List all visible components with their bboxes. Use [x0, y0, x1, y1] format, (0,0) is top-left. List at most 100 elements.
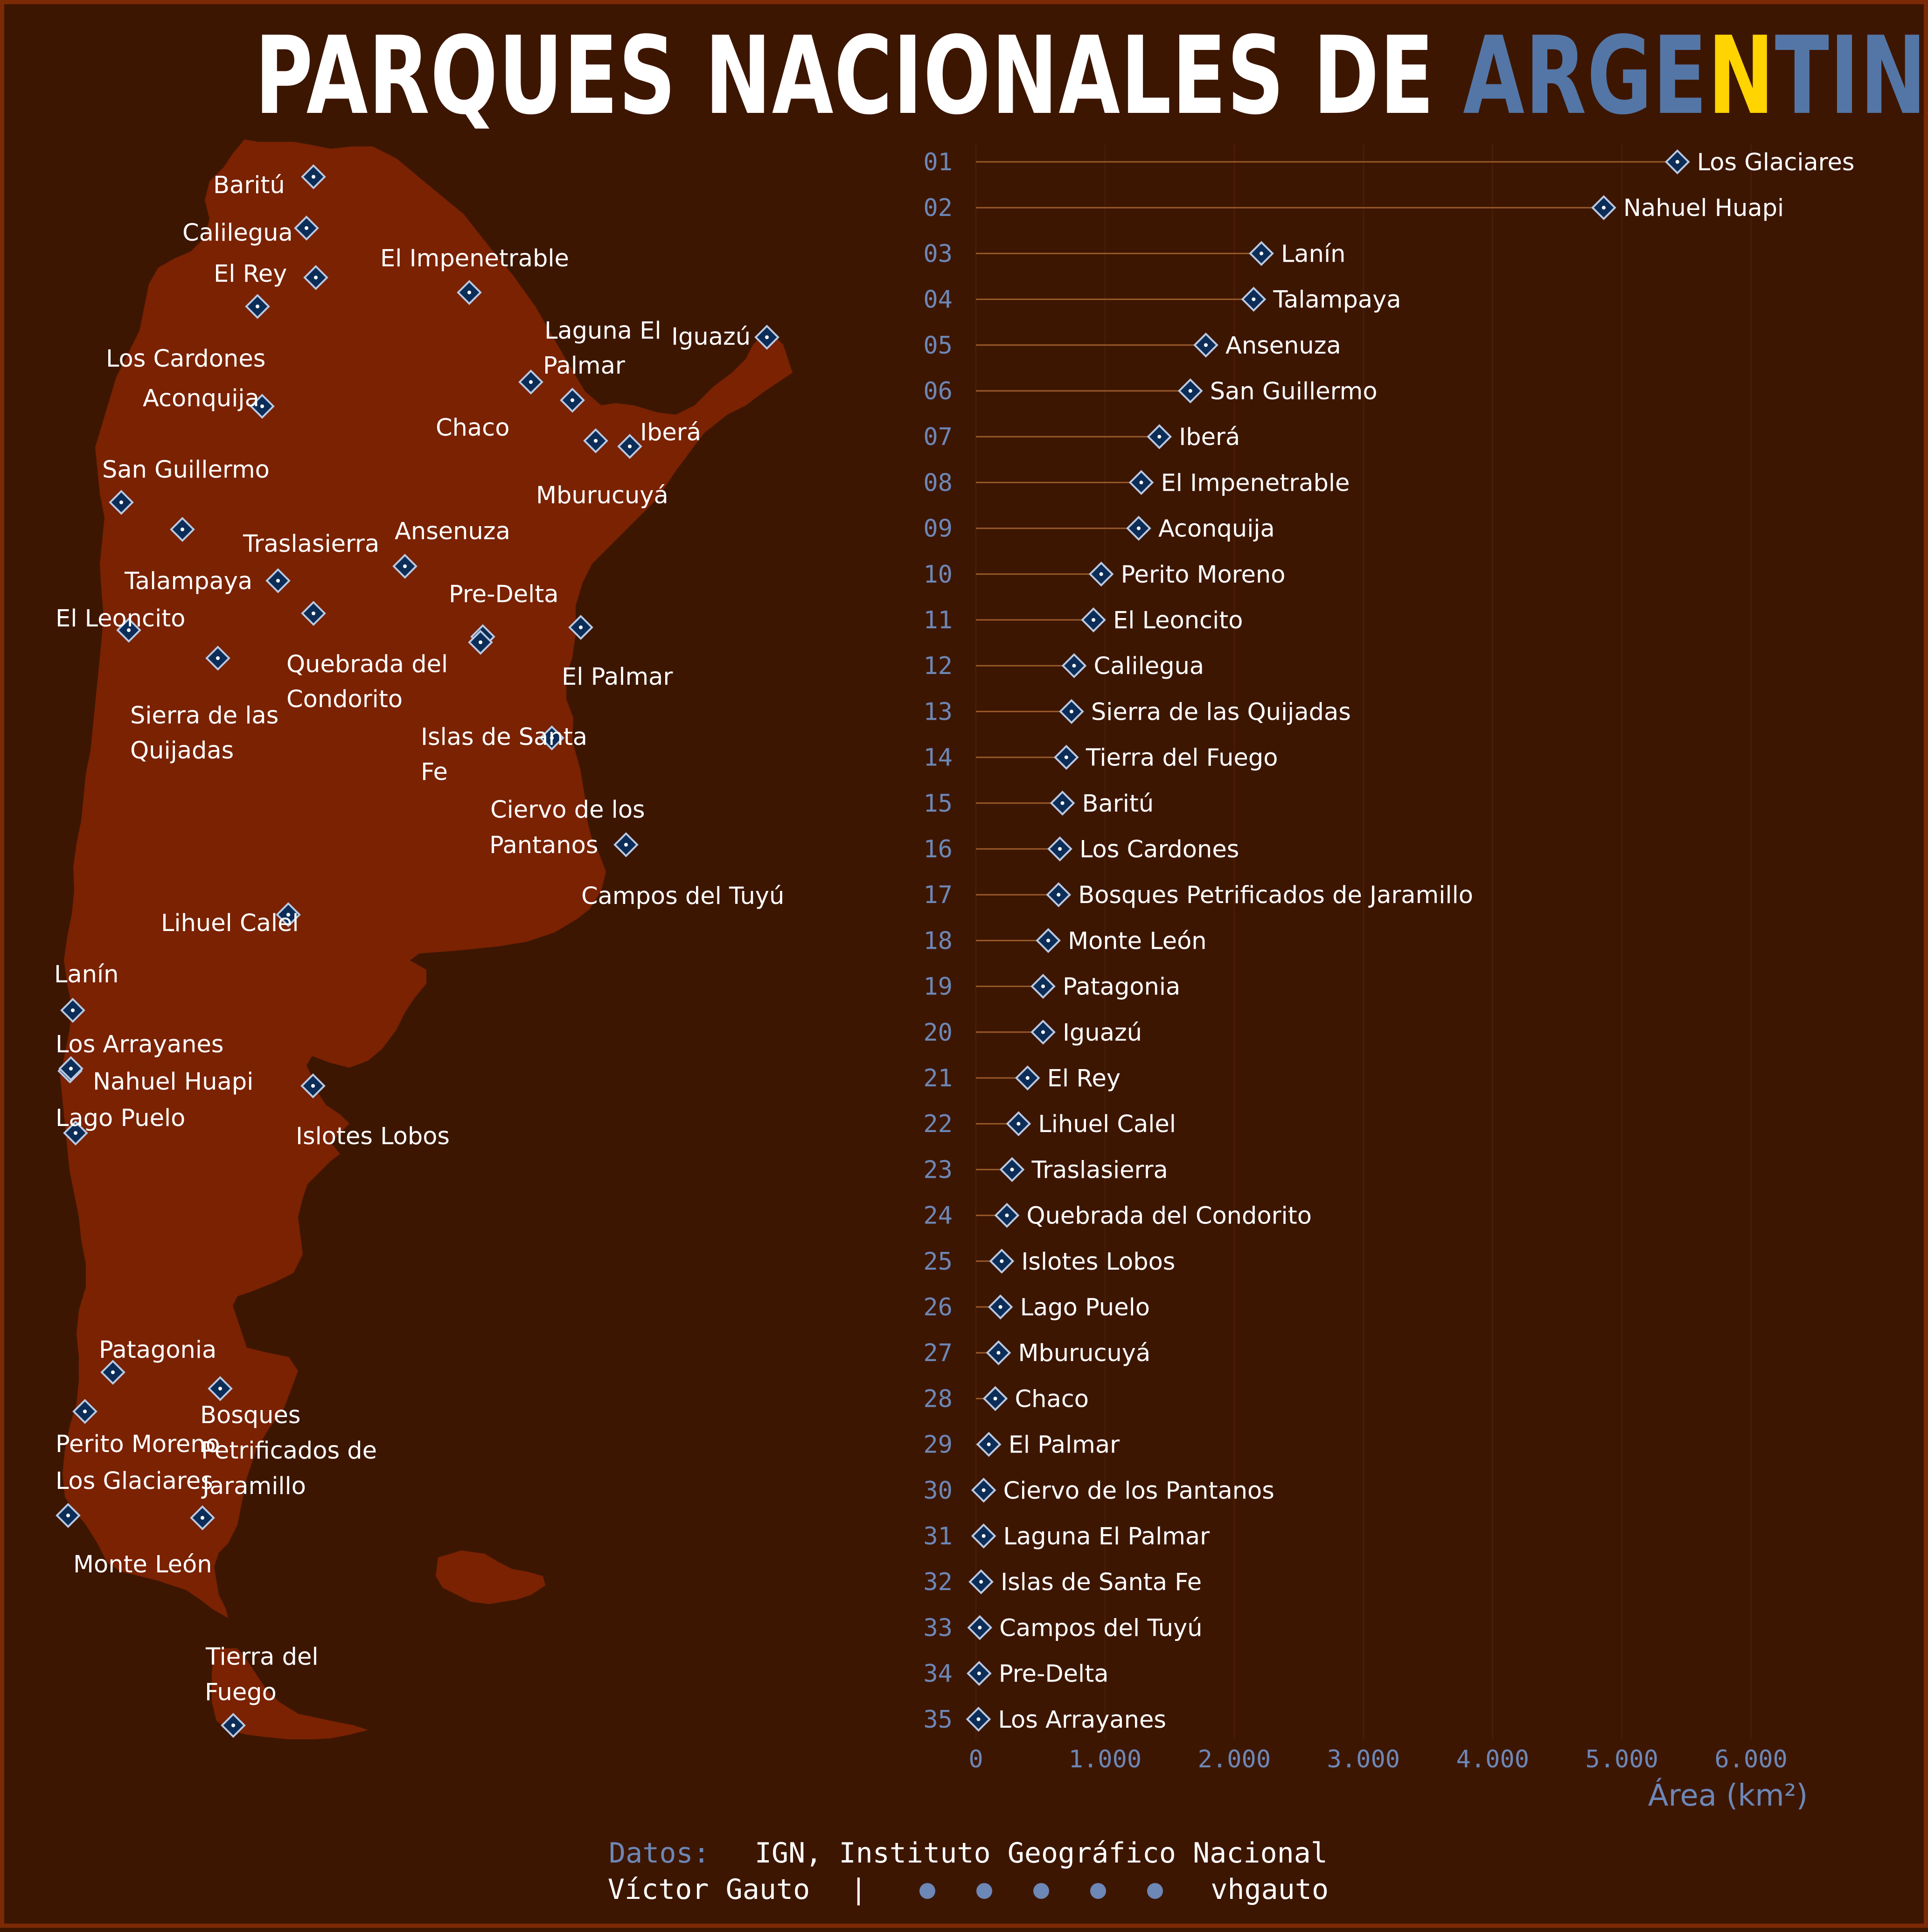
map-marker-19-dot: [127, 628, 131, 632]
point-13-dot: [1064, 755, 1068, 759]
point-34-dot: [976, 1717, 981, 1721]
map-marker-1-dot: [305, 226, 308, 230]
instagram-icon[interactable]: [1033, 1883, 1049, 1899]
point-15-dot: [1058, 847, 1062, 851]
map-marker-15-dot: [312, 612, 315, 615]
point-28-dot: [987, 1442, 991, 1446]
map-label-3: Los Cardones: [106, 345, 265, 373]
map-label-32: Lago Puelo: [56, 1105, 185, 1132]
point-6: [1147, 424, 1172, 450]
park-label-26: Mburucuyá: [1018, 1340, 1150, 1367]
title-part-2: N: [1707, 14, 1775, 139]
map-marker-7: [560, 388, 585, 413]
x-axis-label: Área (km²): [1648, 1778, 1808, 1813]
rank-label-21: 22: [923, 1110, 953, 1138]
point-29-dot: [981, 1488, 986, 1492]
point-18-dot: [1041, 984, 1045, 988]
point-30: [971, 1523, 996, 1549]
rank-label-20: 21: [923, 1064, 953, 1092]
map-label-1: Calilegua: [182, 219, 293, 247]
point-20-dot: [1025, 1076, 1030, 1080]
point-3: [1241, 286, 1267, 312]
map-label-40: Monte León: [73, 1551, 212, 1578]
map-marker-23-dot: [286, 913, 290, 917]
rank-label-7: 08: [923, 469, 953, 497]
rank-label-12: 13: [923, 698, 953, 726]
map-label-35: Bosques: [200, 1402, 300, 1429]
map-marker-6-dot: [529, 380, 533, 384]
map-label-18: Quebrada del: [286, 651, 448, 678]
park-label-32: Campos del Tuyú: [999, 1614, 1202, 1642]
park-label-29: Ciervo de los Pantanos: [1003, 1477, 1274, 1505]
park-label-4: Ansenuza: [1225, 332, 1341, 360]
point-33-dot: [977, 1671, 981, 1675]
map-marker-10-dot: [628, 445, 632, 448]
rank-label-8: 09: [923, 515, 953, 543]
park-label-2: Lanín: [1281, 240, 1345, 268]
map-marker-20-dot: [216, 656, 220, 660]
point-0: [1664, 149, 1690, 174]
chart-rank-labels: 01 02 03 04 05 06 07 08 09 10 11 12 13 14 15 16 17 18 19 20…: [923, 148, 953, 1734]
map-labels: Baritú Calilegua El Rey Los Cardones Aconqui…: [54, 172, 784, 1706]
map-label-13: Ansenuza: [395, 518, 510, 545]
point-25: [988, 1294, 1013, 1320]
footer: Datos: IGN, Instituto Geográfico Naciona…: [4, 1835, 1928, 1908]
x-tick-label-5: 5.000: [1585, 1745, 1658, 1773]
map-marker-7-dot: [571, 398, 574, 402]
point-20: [1015, 1065, 1040, 1091]
park-label-20: El Rey: [1047, 1065, 1121, 1092]
rank-label-28: 29: [923, 1431, 953, 1459]
point-12: [1059, 699, 1084, 724]
point-10: [1081, 607, 1106, 632]
park-label-9: Perito Moreno: [1121, 561, 1286, 589]
map-label-4: Aconquija: [143, 385, 259, 412]
map-label-41: Tierra del: [205, 1643, 319, 1671]
map-label-11: Mburucuyá: [536, 482, 668, 509]
point-31: [968, 1569, 994, 1595]
map-marker-34: [221, 1713, 246, 1738]
malvinas-shape: [436, 1550, 545, 1604]
rank-label-29: 30: [923, 1477, 953, 1505]
point-14: [1050, 790, 1075, 816]
github-icon[interactable]: [919, 1883, 935, 1899]
map-label-14: Traslasierra: [243, 530, 379, 558]
rank-label-34: 35: [923, 1706, 953, 1734]
point-14-dot: [1060, 801, 1065, 805]
rank-label-23: 24: [923, 1202, 953, 1230]
park-label-12: Sierra de las Quijadas: [1091, 698, 1351, 726]
chart-park-labels: Los Glaciares Nahuel Huapi Lanín Talampaya A…: [998, 149, 1855, 1734]
mastodon-icon[interactable]: [1090, 1883, 1107, 1899]
point-15: [1047, 836, 1072, 862]
map-marker-31: [72, 1399, 97, 1424]
map-marker-0-dot: [312, 175, 315, 179]
map-label-24: Fe: [421, 758, 448, 786]
point-8: [1126, 515, 1151, 541]
point-1-dot: [1601, 206, 1606, 210]
point-1: [1591, 195, 1616, 221]
map-marker-9-dot: [594, 439, 598, 443]
rank-label-24: 25: [923, 1248, 953, 1276]
point-32: [967, 1615, 993, 1640]
rank-label-9: 10: [923, 561, 953, 589]
title-part-0: PARQUES NACIONALES DE: [255, 14, 1463, 139]
map-marker-29: [100, 1360, 125, 1385]
rank-label-10: 11: [923, 606, 953, 634]
rank-label-22: 23: [923, 1156, 953, 1184]
map-label-16: Pre-Delta: [449, 581, 559, 608]
map-marker-21: [539, 725, 564, 751]
point-8-dot: [1136, 526, 1141, 530]
map-label-10: Iberá: [640, 419, 701, 446]
map-label-21: Sierra de las: [130, 702, 278, 730]
chart-gridlines: [975, 144, 1752, 1739]
point-18: [1030, 973, 1056, 999]
point-27: [982, 1386, 1008, 1411]
map-marker-24: [60, 998, 85, 1023]
map-marker-30: [208, 1376, 233, 1401]
map-marker-32: [56, 1503, 81, 1528]
bluesky-icon[interactable]: [1147, 1883, 1163, 1899]
map-marker-13: [392, 554, 418, 579]
park-label-0: Los Glaciares: [1697, 149, 1855, 176]
park-label-3: Talampaya: [1273, 286, 1401, 314]
twitter-icon[interactable]: [976, 1883, 992, 1899]
point-7: [1128, 470, 1154, 495]
